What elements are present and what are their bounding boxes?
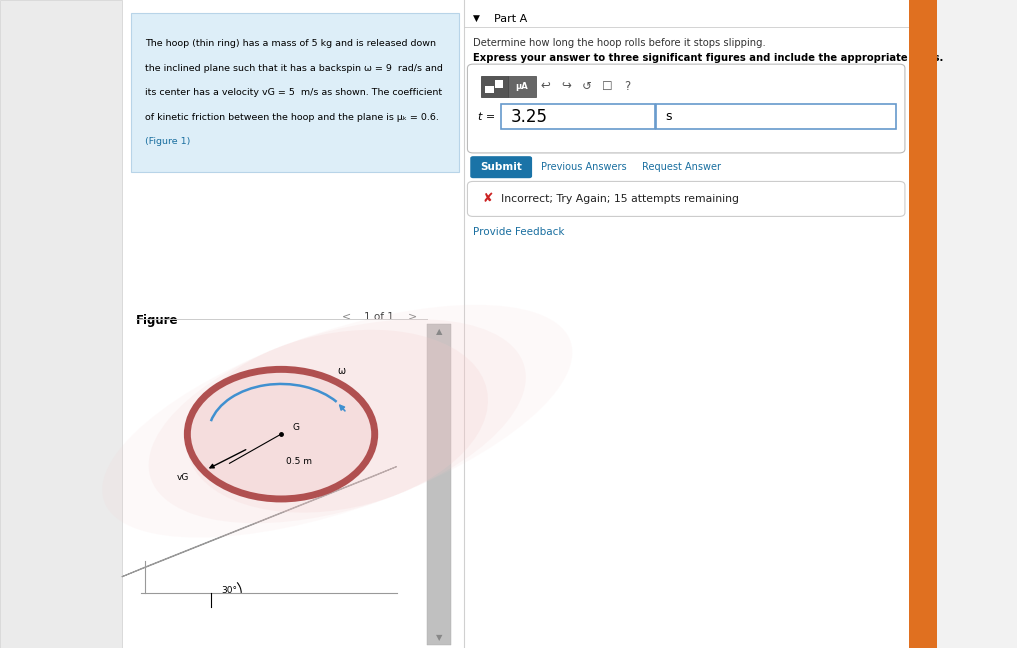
FancyBboxPatch shape [507,76,536,97]
Text: of kinetic friction between the hoop and the plane is μₖ = 0.6.: of kinetic friction between the hoop and… [145,113,439,122]
Circle shape [187,369,374,499]
Text: its center has a velocity vG = 5  m/s as shown. The coefficient: its center has a velocity vG = 5 m/s as … [145,88,442,97]
FancyBboxPatch shape [0,0,908,648]
Ellipse shape [148,319,526,523]
Text: G: G [292,422,299,432]
Text: ↩: ↩ [540,80,550,93]
Text: μA: μA [516,82,528,91]
FancyBboxPatch shape [481,76,507,97]
FancyBboxPatch shape [427,324,451,645]
FancyBboxPatch shape [468,64,905,153]
Text: (Figure 1): (Figure 1) [145,137,190,146]
Text: ▼: ▼ [473,14,480,23]
Polygon shape [122,467,397,577]
Text: ▼: ▼ [435,632,442,642]
FancyBboxPatch shape [494,80,503,88]
FancyBboxPatch shape [470,156,532,178]
FancyBboxPatch shape [485,86,493,93]
Text: Incorrect; Try Again; 15 attempts remaining: Incorrect; Try Again; 15 attempts remain… [501,194,739,204]
Text: Submit: Submit [480,162,522,172]
FancyBboxPatch shape [0,0,122,648]
Text: Express your answer to three significant figures and include the appropriate uni: Express your answer to three significant… [473,53,944,63]
Text: Previous Answers: Previous Answers [540,162,626,172]
FancyBboxPatch shape [468,181,905,216]
Text: 0.5 m: 0.5 m [286,457,312,466]
FancyBboxPatch shape [908,0,937,648]
Text: ☐: ☐ [602,80,612,93]
Text: >: > [408,312,417,321]
Text: ✘: ✘ [483,192,493,205]
FancyBboxPatch shape [501,104,655,129]
Text: ω: ω [338,366,346,376]
Text: the inclined plane such that it has a backspin ω = 9  rad/s and: the inclined plane such that it has a ba… [145,64,443,73]
Text: vG: vG [177,473,189,482]
Text: ▲: ▲ [435,327,442,336]
Text: Figure: Figure [136,314,178,327]
FancyBboxPatch shape [136,324,427,645]
Text: 30°: 30° [222,586,238,596]
Ellipse shape [102,305,573,538]
Text: ↪: ↪ [560,80,571,93]
Ellipse shape [186,330,488,513]
Text: s: s [665,110,671,123]
Text: <: < [342,312,351,321]
Text: t =: t = [478,111,495,122]
FancyBboxPatch shape [656,104,897,129]
Text: The hoop (thin ring) has a mass of 5 kg and is released down: The hoop (thin ring) has a mass of 5 kg … [145,39,436,48]
Text: Request Answer: Request Answer [642,162,721,172]
Text: ?: ? [624,80,631,93]
Text: 1 of 1: 1 of 1 [364,312,395,321]
Text: Provide Feedback: Provide Feedback [473,227,564,237]
Text: ↺: ↺ [582,80,591,93]
Text: Determine how long the hoop rolls before it stops slipping.: Determine how long the hoop rolls before… [473,38,766,47]
Text: Part A: Part A [493,14,527,24]
FancyBboxPatch shape [131,13,459,172]
Text: 3.25: 3.25 [511,108,547,126]
